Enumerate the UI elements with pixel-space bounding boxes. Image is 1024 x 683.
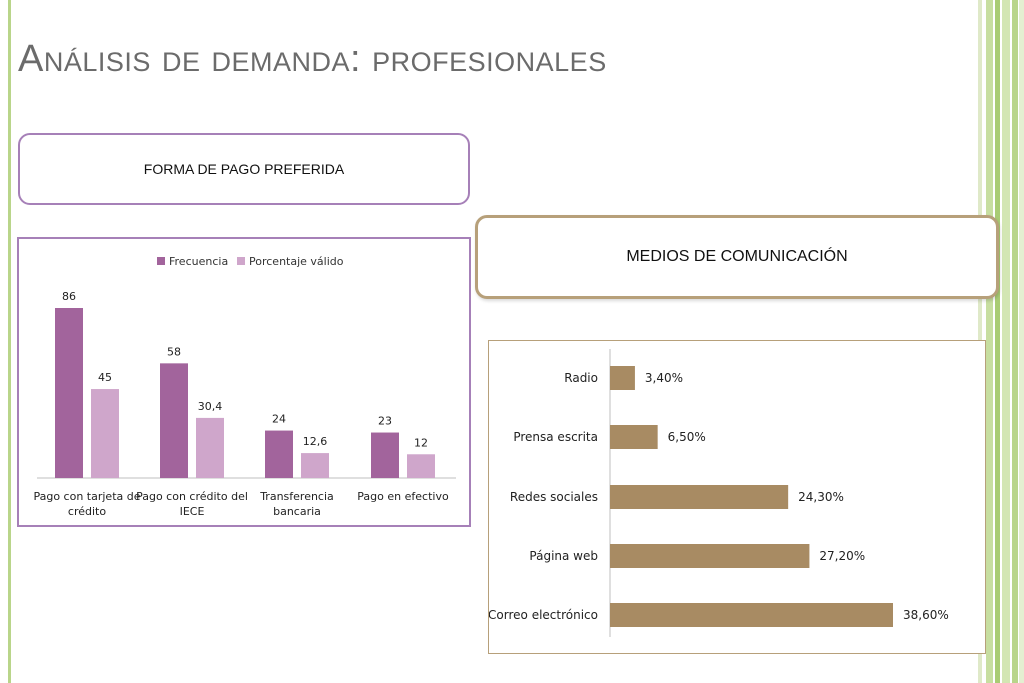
legend-label: Frecuencia [169,255,228,268]
slide-title: Análisis de demanda: profesionales [18,38,607,80]
category-label: Redes sociales [510,490,598,504]
legend-swatch [157,257,165,265]
legend-label: Porcentaje válido [249,255,344,268]
decorative-stripe [986,0,993,683]
bar [610,485,789,509]
data-label: 6,50% [668,430,706,444]
bar [196,417,224,478]
media-channels-chart: Radio 3,40% Prensa escrita 6,50% Redes socia… [488,349,949,637]
data-label: 24,30% [798,490,844,504]
category-label: Pago con tarjeta de [33,490,140,503]
category-label: Pago en efectivo [357,490,449,503]
data-label: 12 [414,436,428,449]
decorative-stripe [1012,0,1018,683]
data-label: 27,20% [819,549,865,563]
left-decorative-rule [8,0,11,683]
category-label: Transferencia [259,490,334,503]
media-heading-box: MEDIOS DE COMUNICACIÓN [475,215,999,299]
media-chart-frame: Radio 3,40% Prensa escrita 6,50% Redes socia… [488,340,986,654]
data-label: 86 [62,290,76,303]
payment-method-heading-box: FORMA DE PAGO PREFERIDA [18,133,470,205]
bar [610,366,635,390]
bar [55,308,83,478]
media-heading: MEDIOS DE COMUNICACIÓN [626,248,848,265]
category-label: Radio [564,371,598,385]
payment-method-heading: FORMA DE PAGO PREFERIDA [143,161,345,177]
category-label: Página web [529,549,598,563]
bar [160,363,188,478]
category-label: bancaria [273,505,321,518]
category-label: Pago con crédito del [136,490,248,503]
decorative-stripe [995,0,1000,683]
decorative-stripe [1019,0,1024,683]
bar [371,432,399,478]
category-label: crédito [68,505,106,518]
bar [265,430,293,478]
data-label: 30,4 [198,400,223,413]
legend-swatch [237,257,245,265]
category-label: Prensa escrita [513,430,598,444]
decorative-stripe [1002,0,1010,683]
payment-chart-frame: Frecuencia 86 58 24 23 Porcentaje válido 45 30,… [17,237,471,527]
data-label: 12,6 [303,435,328,448]
payment-method-chart: Frecuencia 86 58 24 23 Porcentaje válido 45 30,… [33,255,456,518]
data-label: 38,60% [903,608,949,622]
bar [407,454,435,478]
data-label: 23 [378,415,392,428]
data-label: 3,40% [645,371,683,385]
category-label: IECE [180,505,205,518]
bar [91,389,119,478]
data-label: 58 [167,345,181,358]
bar [610,425,658,449]
data-label: 24 [272,413,286,426]
category-label: Correo electrónico [489,608,598,622]
bar [610,603,893,627]
bar [301,453,329,478]
data-label: 45 [98,371,112,384]
bar [610,544,810,568]
